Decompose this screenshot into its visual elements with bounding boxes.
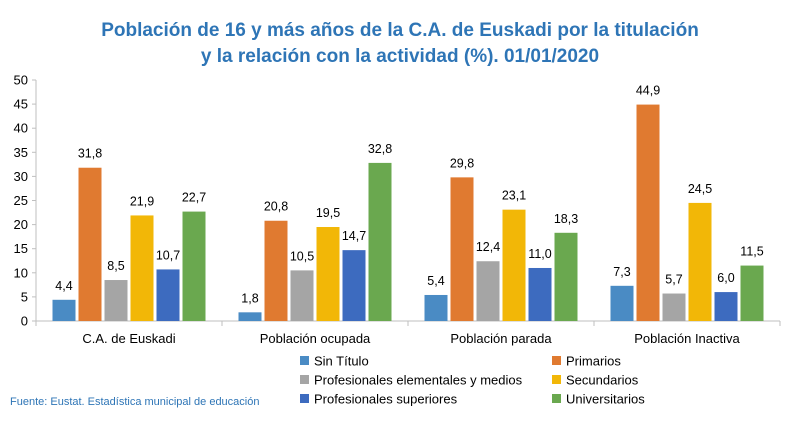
data-label: 29,8 xyxy=(450,156,474,170)
data-label: 11,5 xyxy=(740,245,763,259)
y-tick-label: 15 xyxy=(14,241,28,256)
y-tick-label: 40 xyxy=(14,121,28,136)
y-tick-label: 0 xyxy=(21,314,28,329)
x-category-label: Población parada xyxy=(450,331,552,346)
legend-label: Profesionales superiores xyxy=(314,392,458,407)
data-label: 1,8 xyxy=(241,291,258,305)
data-label: 22,7 xyxy=(182,191,206,205)
x-category-label: C.A. de Euskadi xyxy=(82,331,175,346)
bar xyxy=(636,104,660,321)
data-label: 5,7 xyxy=(665,273,682,287)
legend-label: Primarios xyxy=(566,354,621,369)
data-label: 7,3 xyxy=(613,265,630,279)
bar xyxy=(238,312,262,321)
data-label: 5,4 xyxy=(427,274,444,288)
bar xyxy=(264,220,288,321)
legend-swatch xyxy=(300,394,309,403)
bar xyxy=(450,177,474,321)
data-label: 10,7 xyxy=(156,248,180,262)
bar xyxy=(342,250,366,321)
data-label: 23,1 xyxy=(502,189,526,203)
legend-swatch xyxy=(300,375,309,384)
legend-label: Secundarios xyxy=(566,373,639,388)
bar xyxy=(78,167,102,321)
legend-swatch xyxy=(552,356,561,365)
data-label: 20,8 xyxy=(264,200,288,214)
data-label: 8,5 xyxy=(107,259,124,273)
chart-title-line2: y la relación con la actividad (%). 01/0… xyxy=(200,46,600,67)
chart-title: Población de 16 y más años de la C.A. de… xyxy=(0,18,800,70)
bar xyxy=(156,269,180,321)
legend-label: Universitarios xyxy=(566,392,645,407)
y-tick-label: 10 xyxy=(14,265,28,280)
data-label: 19,5 xyxy=(316,206,340,220)
bar xyxy=(688,202,712,321)
y-tick-label: 30 xyxy=(14,169,28,184)
bar xyxy=(52,299,76,321)
bar xyxy=(740,265,764,321)
data-label: 44,9 xyxy=(636,84,660,98)
bar xyxy=(130,215,154,321)
data-label: 18,3 xyxy=(554,212,578,226)
bar xyxy=(528,267,552,321)
bar xyxy=(182,211,206,321)
bar xyxy=(662,293,686,321)
data-label: 4,4 xyxy=(55,279,72,293)
bar xyxy=(610,285,634,321)
data-label: 12,4 xyxy=(476,240,500,254)
legend-swatch xyxy=(300,356,309,365)
bar xyxy=(554,232,578,321)
legend-label: Profesionales elementales y medios xyxy=(314,373,523,388)
bar xyxy=(714,292,738,321)
source-note: Fuente: Eustat. Estadística municipal de… xyxy=(10,396,260,408)
data-label: 14,7 xyxy=(342,229,366,243)
y-tick-label: 20 xyxy=(14,217,28,232)
bar xyxy=(502,209,526,321)
data-label: 10,5 xyxy=(290,249,314,263)
data-label: 21,9 xyxy=(130,194,154,208)
bar xyxy=(290,270,314,321)
y-tick-label: 5 xyxy=(21,289,28,304)
x-category-label: Población ocupada xyxy=(260,331,371,346)
legend-swatch xyxy=(552,375,561,384)
data-label: 11,0 xyxy=(528,247,551,261)
data-label: 6,0 xyxy=(717,271,734,285)
x-category-label: Población Inactiva xyxy=(634,331,740,346)
y-tick-label: 45 xyxy=(14,97,28,112)
y-tick-label: 35 xyxy=(14,145,28,160)
chart-title-line1: Población de 16 y más años de la C.A. de… xyxy=(101,20,699,41)
bar xyxy=(104,280,128,321)
data-label: 24,5 xyxy=(688,182,712,196)
bar xyxy=(368,162,392,321)
legend-label: Sin Título xyxy=(314,354,369,369)
y-tick-label: 50 xyxy=(14,73,28,88)
bar xyxy=(476,261,500,321)
y-tick-label: 25 xyxy=(14,193,28,208)
bar xyxy=(424,294,448,321)
legend-swatch xyxy=(552,394,561,403)
data-label: 31,8 xyxy=(78,147,102,161)
bar xyxy=(316,227,340,321)
data-label: 32,8 xyxy=(368,142,392,156)
